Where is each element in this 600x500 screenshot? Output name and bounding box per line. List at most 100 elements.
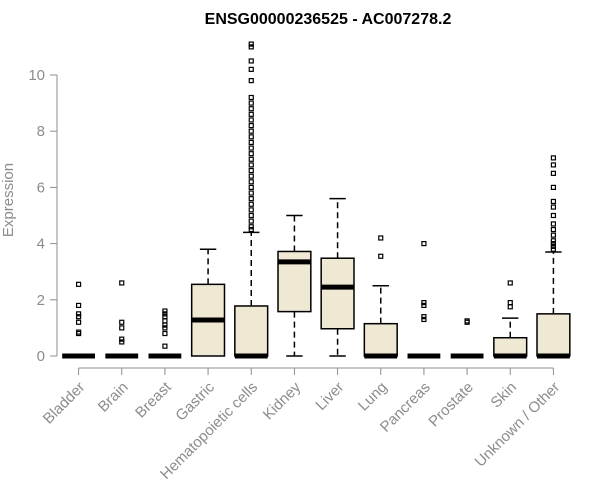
outlier-point — [248, 201, 254, 207]
outlier-point — [421, 302, 427, 309]
box-series — [62, 41, 571, 359]
outlier-point — [248, 179, 254, 185]
outlier-point — [248, 212, 254, 219]
outlier-point — [248, 66, 254, 72]
outlier-point — [550, 232, 557, 238]
box-gastric — [190, 248, 226, 357]
box-brain — [105, 280, 139, 359]
outlier-point — [162, 311, 168, 317]
box-liver — [320, 197, 355, 357]
outlier-point — [421, 300, 427, 306]
outlier-point — [550, 162, 557, 168]
outlier-point — [248, 173, 254, 179]
y-tick-label: 10 — [28, 67, 45, 84]
outlier-point — [550, 226, 557, 233]
outlier-point — [248, 44, 254, 50]
outlier-point — [119, 325, 125, 331]
x-tick-label: Prostate — [425, 379, 477, 431]
outlier-point — [550, 221, 557, 227]
outlier-point — [550, 212, 557, 219]
x-tick-label: Skin — [487, 379, 520, 412]
outlier-point — [464, 318, 470, 324]
outlier-point — [421, 241, 427, 247]
outlier-point — [162, 318, 168, 324]
outlier-point — [248, 41, 254, 47]
outlier-point — [248, 218, 254, 224]
y-tick-label: 8 — [37, 123, 45, 140]
y-tick-label: 6 — [37, 179, 45, 196]
box-prostate — [450, 318, 484, 359]
outlier-point — [507, 304, 513, 310]
box-hematopoietic-cells — [234, 41, 269, 359]
outlier-point — [550, 204, 557, 210]
outlier-point — [507, 300, 513, 306]
outlier-point — [248, 128, 254, 134]
outlier-point — [248, 145, 254, 151]
x-tick-label: Breast — [132, 378, 175, 421]
outlier-point — [550, 238, 557, 244]
box-unknown-other — [536, 155, 571, 359]
outlier-point — [162, 343, 168, 349]
outlier-point — [421, 316, 427, 323]
x-tick-label: Liver — [312, 379, 347, 414]
outlier-point — [119, 319, 125, 325]
y-tick-label: 2 — [37, 292, 45, 309]
outlier-point — [248, 151, 254, 157]
outlier-point — [75, 281, 82, 287]
x-tick-label: Brain — [95, 379, 132, 416]
outlier-point — [162, 308, 168, 314]
outlier-point — [162, 314, 168, 320]
iqr-box — [363, 322, 398, 357]
iqr-box — [536, 313, 571, 357]
outlier-point — [248, 122, 254, 129]
outlier-point — [119, 280, 125, 286]
outlier-point — [248, 226, 254, 233]
outlier-point — [162, 325, 168, 331]
outlier-point — [75, 319, 82, 325]
outlier-point — [378, 235, 384, 241]
y-axis: 0 2 4 6 8 10 — [28, 67, 58, 365]
box-lung — [363, 235, 398, 359]
iqr-box — [234, 305, 269, 357]
outlier-point — [248, 78, 254, 84]
outlier-point — [248, 162, 254, 168]
outlier-point — [248, 196, 254, 202]
outlier-point — [550, 241, 557, 247]
outlier-point — [550, 155, 557, 161]
outlier-point — [421, 314, 427, 320]
outlier-point — [162, 330, 168, 337]
outlier-point — [550, 170, 557, 176]
outlier-point — [248, 58, 254, 64]
y-tick-label: 4 — [37, 236, 45, 253]
outlier-point — [248, 139, 254, 146]
box-pancreas — [407, 241, 441, 359]
outlier-point — [550, 246, 557, 252]
outlier-point — [248, 184, 254, 190]
outlier-point — [119, 339, 125, 345]
outlier-point — [550, 184, 557, 190]
box-kidney — [277, 214, 312, 357]
outlier-point — [75, 314, 82, 320]
outlier-point — [248, 190, 254, 196]
outlier-point — [550, 198, 557, 205]
outlier-point — [248, 117, 254, 123]
outlier-point — [550, 243, 557, 250]
outlier-point — [248, 156, 254, 162]
box-breast — [148, 308, 182, 359]
outlier-point — [248, 106, 254, 112]
outlier-point — [248, 134, 254, 140]
outlier-point — [75, 329, 82, 335]
box-skin — [493, 280, 528, 359]
outlier-point — [75, 302, 82, 309]
outlier-point — [248, 111, 254, 117]
outlier-point — [248, 224, 254, 230]
outlier-point — [248, 167, 254, 174]
outlier-point — [119, 336, 125, 342]
box-bladder — [62, 281, 95, 359]
x-tick-label: Kidney — [260, 378, 305, 423]
outlier-point — [378, 253, 384, 259]
outlier-point — [248, 100, 254, 106]
outlier-point — [248, 207, 254, 213]
